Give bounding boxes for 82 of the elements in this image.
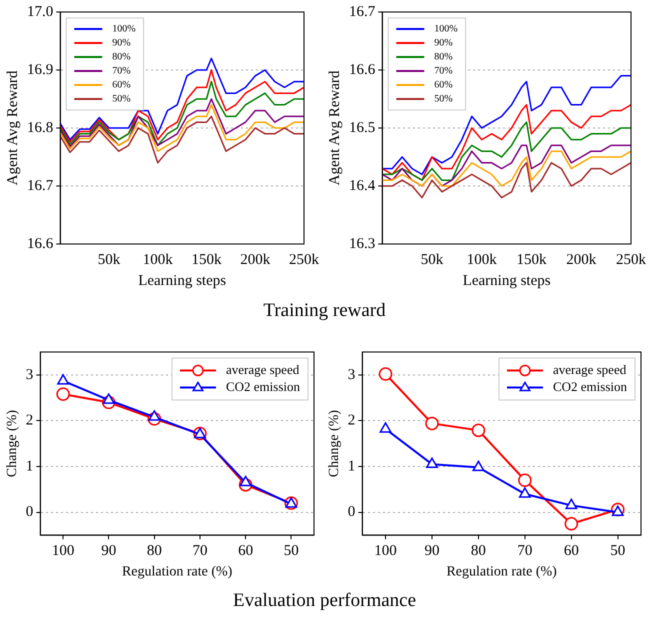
y-tick-label: 16.9: [27, 62, 54, 78]
point: [518, 487, 531, 498]
point: [102, 393, 115, 404]
point: [425, 416, 439, 430]
legend-label: 60%: [434, 80, 453, 91]
legend-label: 70%: [434, 66, 453, 77]
legend-label: 100%: [434, 24, 458, 35]
point: [380, 422, 392, 433]
point: [564, 517, 578, 530]
x-tick-label: 70: [192, 543, 208, 560]
x-tick-label: 100k: [466, 252, 498, 268]
y-axis-title: Agent Avg Reward: [326, 70, 343, 186]
x-axis-title: Learning steps: [462, 272, 551, 289]
legend-label: CO2 emission: [226, 378, 300, 394]
point: [378, 367, 392, 381]
text: Training reward: [262, 300, 387, 322]
x-tick-label: 200k: [240, 252, 271, 268]
legend-label: 50%: [434, 94, 453, 105]
y-tick-label: 1: [348, 458, 356, 474]
legend-label: 60%: [112, 80, 131, 91]
y-tick-label: 3: [26, 366, 34, 383]
legend-label: CO2 emission: [552, 378, 628, 394]
x-tick-label: 70: [517, 543, 532, 560]
y-axis-title: Change (%): [327, 410, 342, 478]
point: [565, 498, 578, 510]
y-tick-label: 16.6: [27, 236, 54, 252]
y-tick-label: 1: [26, 458, 34, 474]
x-tick-label: 150k: [516, 252, 547, 268]
point: [426, 457, 438, 468]
point: [57, 374, 70, 385]
x-tick-label: 100k: [142, 252, 174, 268]
x-tick-label: 80: [470, 543, 486, 560]
point: [56, 387, 70, 401]
x-tick-label: 100: [52, 543, 74, 560]
point: [518, 473, 532, 487]
point: [612, 506, 624, 516]
x-axis-title: Learning steps: [138, 272, 226, 289]
y-tick-label: 16.7: [27, 178, 54, 194]
y-tick-label: 16.5: [349, 120, 376, 136]
text: Evaluation performance: [232, 590, 418, 612]
legend-label: 80%: [434, 52, 453, 63]
x-tick-label: 90: [424, 543, 440, 560]
x-tick-label: 100: [374, 543, 397, 560]
legend-label: 80%: [112, 52, 131, 63]
y-tick-label: 2: [348, 412, 356, 429]
x-tick-label: 60: [564, 543, 579, 560]
point: [240, 476, 252, 486]
y-tick-label: 0: [26, 504, 34, 520]
y-axis-title: Agent Avg Reward: [4, 70, 21, 186]
legend-label: 100%: [112, 24, 136, 35]
x-tick-label: 50k: [98, 252, 121, 268]
y-tick-label: 3: [348, 366, 356, 383]
point: [472, 460, 484, 472]
x-tick-label: 50: [284, 543, 299, 560]
y-tick-label: 0: [348, 504, 356, 520]
x-axis-title: Regulation rate (%): [122, 564, 233, 580]
y-tick-label: 16.8: [27, 120, 54, 136]
y-tick-label: 16.7: [349, 4, 376, 20]
x-tick-label: 80: [146, 543, 162, 560]
point: [472, 424, 486, 438]
legend-label: 50%: [112, 94, 131, 105]
legend-label: 90%: [434, 38, 453, 49]
x-axis-title: Regulation rate (%): [446, 564, 558, 580]
x-tick-label: 250k: [616, 252, 646, 268]
y-tick-label: 16.6: [349, 62, 376, 78]
y-tick-label: 16.3: [349, 236, 376, 252]
legend-label: 90%: [112, 38, 131, 49]
x-tick-label: 50: [610, 543, 626, 560]
legend-label: 70%: [112, 66, 131, 77]
x-tick-label: 50k: [420, 252, 444, 268]
x-tick-label: 90: [101, 543, 116, 560]
y-tick-label: 16.4: [349, 178, 376, 194]
point: [148, 410, 160, 421]
x-tick-label: 200k: [566, 252, 597, 268]
legend-label: average speed: [552, 362, 627, 377]
y-tick-label: 17.0: [27, 4, 54, 20]
x-tick-label: 150k: [192, 252, 222, 268]
y-tick-label: 2: [26, 412, 34, 429]
x-tick-label: 250k: [289, 252, 320, 268]
y-axis-title: Change (%): [5, 410, 20, 478]
legend-label: average speed: [226, 362, 300, 377]
x-tick-label: 60: [238, 543, 254, 560]
